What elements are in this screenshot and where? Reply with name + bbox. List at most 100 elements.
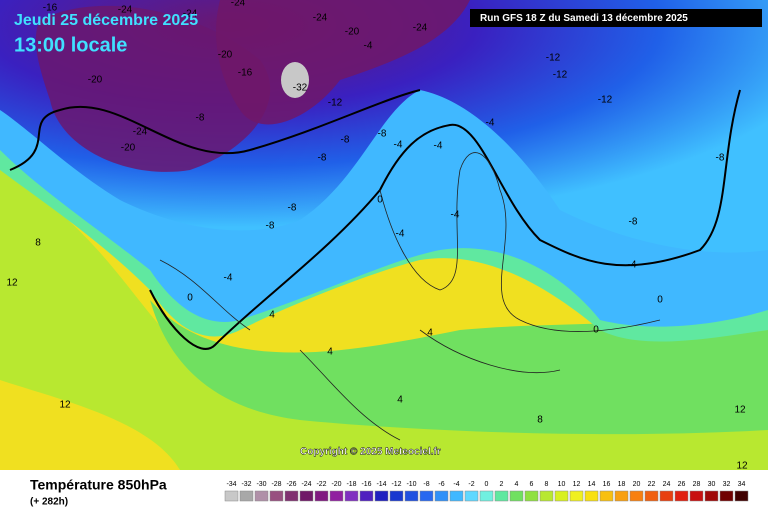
coastline [159, 152, 661, 441]
scale-swatch [509, 490, 524, 502]
scale-swatch [719, 490, 734, 502]
scale-label: 10 [558, 481, 566, 488]
contour-label: -24 [231, 0, 246, 9]
footer-title: Température 850hPa [30, 477, 167, 493]
scale-swatch [479, 490, 494, 502]
contour-label: -12 [553, 70, 568, 81]
scale-swatch [539, 490, 554, 502]
scale-label: -6 [438, 481, 444, 488]
scale-label: -26 [286, 481, 296, 488]
scale-swatch [629, 490, 644, 502]
forecast-time: 13:00 locale [14, 34, 127, 56]
scale-label: 16 [603, 481, 611, 488]
lead-time: (+ 282h) [30, 497, 68, 508]
contour-label: -4 [224, 273, 233, 284]
scale-swatch [419, 490, 434, 502]
scale-label: -22 [316, 481, 326, 488]
contour-label: -4 [364, 41, 373, 52]
scale-label: -10 [406, 481, 416, 488]
contour-label: 0 [377, 195, 383, 206]
scale-swatch [584, 490, 599, 502]
scale-swatch [404, 490, 419, 502]
scale-swatch [734, 490, 749, 502]
contour-label: 4 [427, 328, 433, 339]
contour-label: -8 [629, 217, 638, 228]
scale-label: 12 [573, 481, 581, 488]
contour-labels: -16 -24 -24 -24 -24 -20 -4 -24 -20 -16 -20 -24 -20 -8… [6, 0, 748, 472]
scale-label: -14 [376, 481, 386, 488]
contour-label: -4 [434, 141, 443, 152]
contour-label: -32 [293, 83, 308, 94]
mild-zone [0, 170, 768, 470]
contour-label: -24 [133, 127, 148, 138]
contour-label: -12 [598, 95, 613, 106]
scale-label: 4 [515, 481, 519, 488]
contour-label: -20 [345, 27, 360, 38]
contour-label: -4 [486, 118, 495, 129]
scale-swatch [449, 490, 464, 502]
contour-label: 4 [269, 310, 275, 321]
scale-label: -4 [453, 481, 459, 488]
arctic-core [216, 0, 470, 125]
contour-label: 0 [657, 295, 663, 306]
scale-label: -30 [256, 481, 266, 488]
scale-label: -32 [241, 481, 251, 488]
scale-swatch [269, 490, 284, 502]
contour-label: 12 [59, 400, 71, 411]
contour-label: -20 [218, 50, 233, 61]
scale-swatch [224, 490, 239, 502]
scale-label: 0 [485, 481, 489, 488]
scale-label: -16 [361, 481, 371, 488]
contour-label: -20 [88, 75, 103, 86]
contour-label: -8 [318, 153, 327, 164]
scale-swatch [674, 490, 689, 502]
scale-swatch [344, 490, 359, 502]
scale-label: 22 [648, 481, 656, 488]
scale-label: -2 [468, 481, 474, 488]
contour-label: -4 [396, 229, 405, 240]
scale-label: 18 [618, 481, 626, 488]
scale-label: 28 [693, 481, 701, 488]
contour-label: 12 [6, 278, 18, 289]
scale-swatch [614, 490, 629, 502]
scale-label: -8 [423, 481, 429, 488]
isotherm [149, 89, 741, 350]
scale-swatch [314, 490, 329, 502]
scale-swatch [464, 490, 479, 502]
contour-label: 12 [734, 405, 746, 416]
contour-label: -8 [266, 221, 275, 232]
scale-label: 24 [663, 481, 671, 488]
copyright: Copyright © 2025 Meteociel.fr [300, 447, 441, 458]
scale-label: 30 [708, 481, 716, 488]
run-info: Run GFS 18 Z du Samedi 13 décembre 2025 [480, 13, 688, 24]
scale-label: 6 [530, 481, 534, 488]
scale-label: -20 [331, 481, 341, 488]
contour-label: -24 [183, 9, 198, 20]
scale-swatch [569, 490, 584, 502]
arctic-core [281, 62, 309, 98]
contour-label: -4 [394, 140, 403, 151]
contour-label: 4 [397, 395, 403, 406]
contour-label: 0 [593, 325, 599, 336]
scale-swatch [284, 490, 299, 502]
contour-label: -4 [451, 210, 460, 221]
scale-label: -18 [346, 481, 356, 488]
scale-swatch [524, 490, 539, 502]
scale-swatch [554, 490, 569, 502]
scale-swatch [599, 490, 614, 502]
contour-label: 8 [35, 238, 41, 249]
contour-label: 4 [327, 347, 333, 358]
scale-swatch [644, 490, 659, 502]
scale-label: 34 [738, 481, 746, 488]
run-box [470, 9, 762, 27]
scale-swatch [239, 490, 254, 502]
scale-label: 2 [500, 481, 504, 488]
color-scale: -34 -32 -30 -28 -26 -24 -22 -20 -18 -16 -14 -12 -10-… [224, 481, 749, 502]
scale-swatch [389, 490, 404, 502]
scale-swatch [434, 490, 449, 502]
scale-swatch [704, 490, 719, 502]
contour-label: -16 [238, 68, 253, 79]
contour-label: -24 [413, 23, 428, 34]
contour-label: -8 [288, 203, 297, 214]
scale-swatch [689, 490, 704, 502]
